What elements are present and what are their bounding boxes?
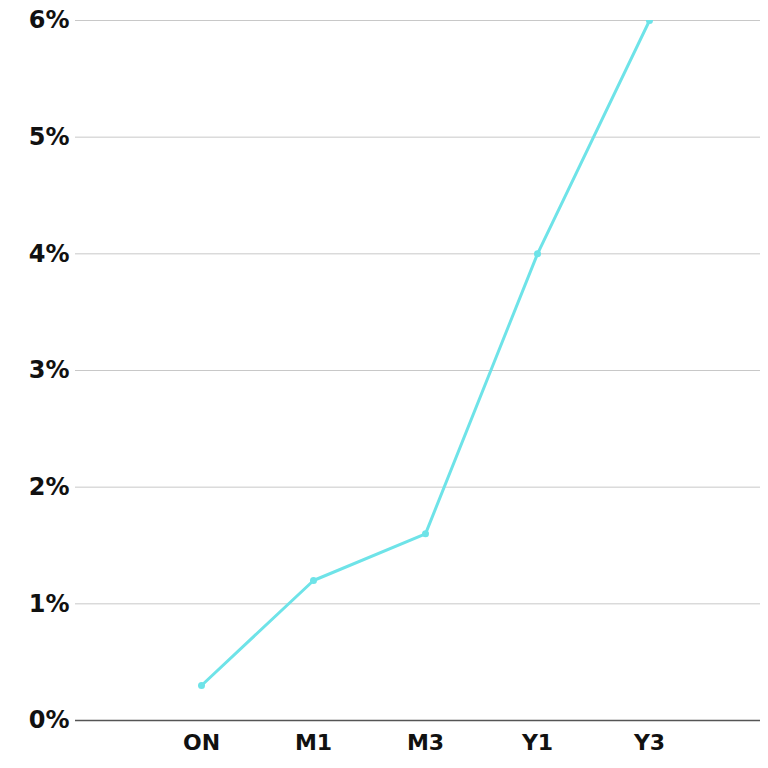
svg-text:6%: 6% bbox=[29, 6, 70, 34]
svg-text:3%: 3% bbox=[29, 356, 70, 384]
svg-text:5%: 5% bbox=[29, 123, 70, 151]
svg-text:Y1: Y1 bbox=[521, 730, 553, 755]
svg-text:M1: M1 bbox=[295, 730, 332, 755]
svg-text:0%: 0% bbox=[29, 706, 70, 734]
svg-text:M3: M3 bbox=[407, 730, 444, 755]
svg-text:2%: 2% bbox=[29, 473, 70, 501]
svg-text:Y3: Y3 bbox=[633, 730, 665, 755]
svg-text:1%: 1% bbox=[29, 590, 70, 618]
svg-text:ON: ON bbox=[183, 730, 220, 755]
svg-text:4%: 4% bbox=[29, 240, 70, 268]
